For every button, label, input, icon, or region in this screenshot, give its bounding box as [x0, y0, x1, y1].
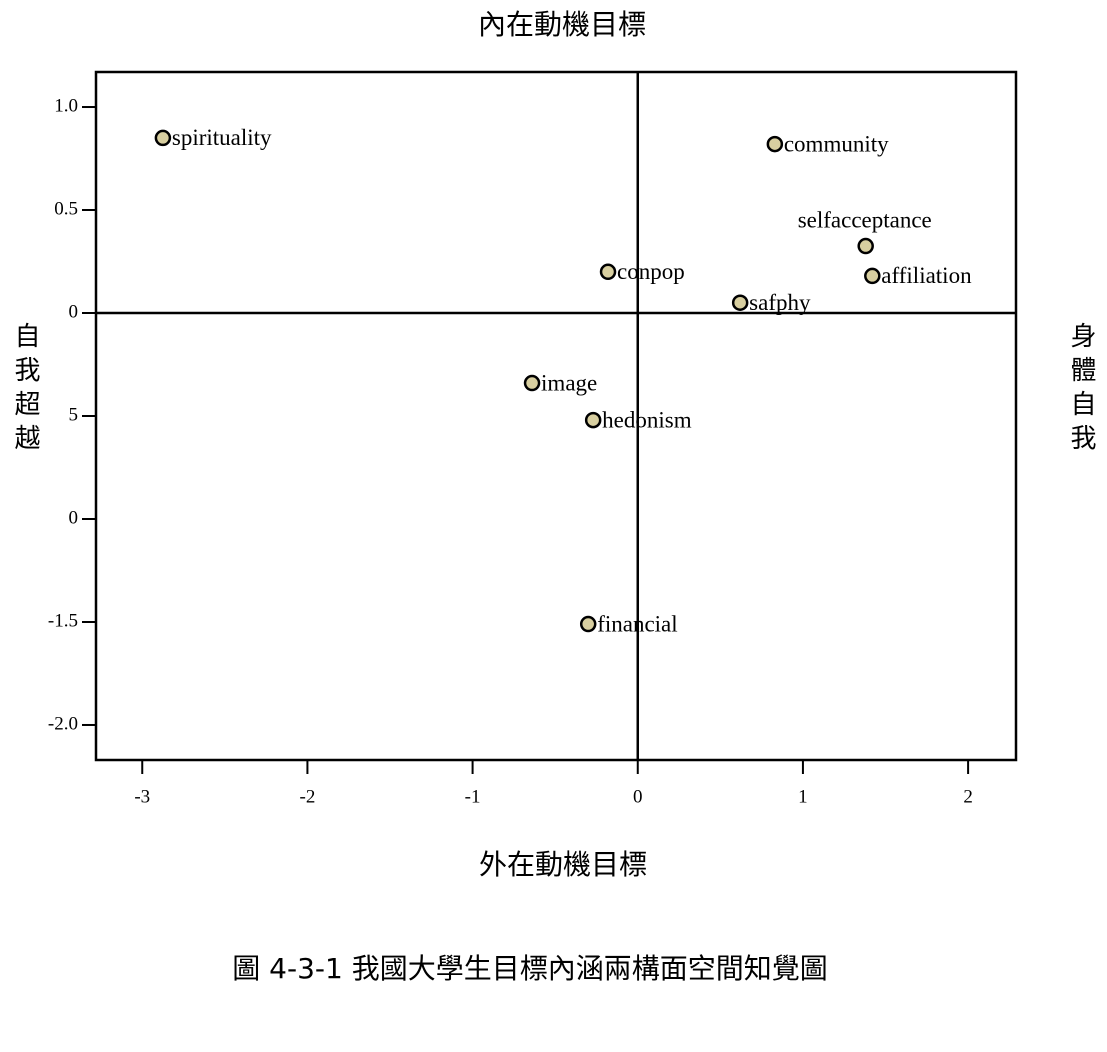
caption: 圖 4-3-1 我國大學生目標內涵兩構面空間知覺圖	[232, 952, 827, 985]
point-label: conpop	[617, 259, 685, 284]
x-tick-label: -1	[465, 786, 481, 807]
point-label: safphy	[749, 290, 811, 315]
point-label: hedonism	[602, 407, 692, 432]
point	[731, 294, 749, 311]
point-label: financial	[597, 611, 677, 636]
right-label: 身體自我	[1066, 322, 1096, 458]
point	[523, 374, 541, 392]
point-label: spirituality	[172, 125, 272, 150]
point	[579, 615, 597, 633]
x-tick-label: 1	[798, 786, 808, 807]
y-tick-label: 5	[69, 404, 79, 425]
x-tick-label: 2	[963, 786, 973, 807]
point-label: affiliation	[881, 263, 972, 288]
x-tick-label: 0	[633, 786, 643, 807]
x-tick-label: -2	[300, 786, 316, 807]
point	[154, 129, 172, 147]
y-tick-label: -2.0	[48, 713, 78, 734]
bottom-label: 外在動機目標	[479, 848, 647, 881]
y-tick-label: 0	[69, 301, 79, 322]
y-tick-label: 0.5	[54, 198, 78, 219]
point	[584, 411, 602, 429]
y-tick-label: 1.0	[54, 95, 78, 116]
point-label: selfacceptance	[798, 207, 932, 232]
y-tick-label: -1.5	[48, 610, 78, 631]
point-label: image	[541, 370, 597, 395]
point-label: community	[784, 131, 889, 156]
point	[599, 263, 617, 281]
point	[864, 267, 881, 285]
plot-frame	[94, 70, 1018, 762]
point	[766, 135, 784, 153]
x-tick-label: -3	[134, 786, 150, 807]
left-label: 自我超越	[10, 322, 40, 458]
y-tick-label: 0	[69, 507, 79, 528]
top-label: 內在動機目標	[478, 8, 646, 41]
point	[857, 237, 874, 255]
